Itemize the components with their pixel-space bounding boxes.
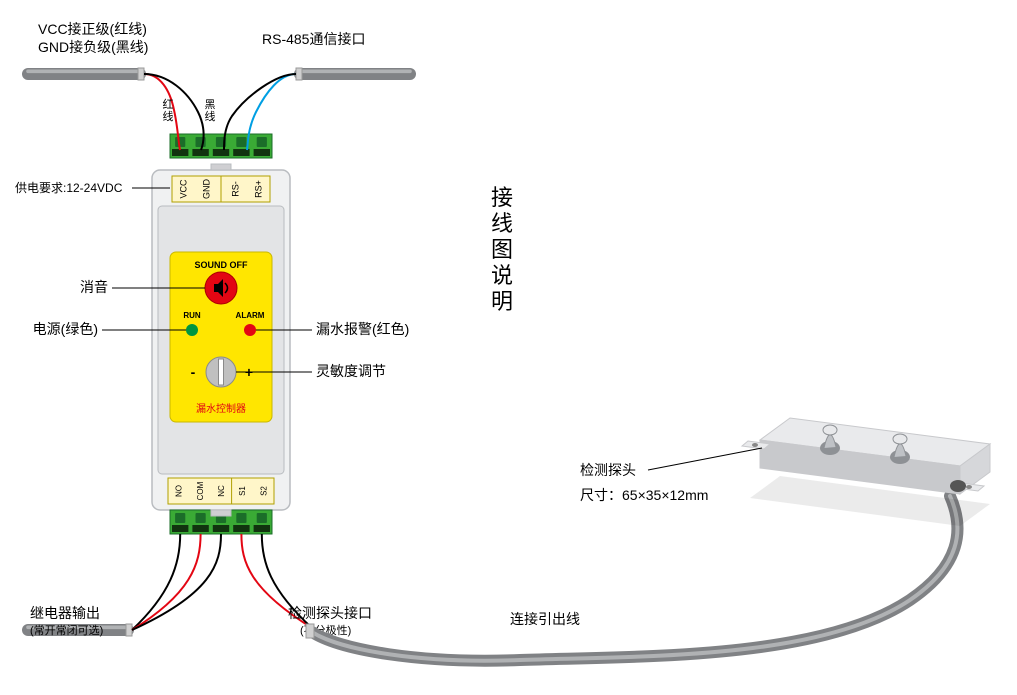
pin-bot-NO: NO bbox=[175, 485, 184, 497]
pin-bot-NC: NC bbox=[217, 485, 226, 497]
pin-top-RS-: RS- bbox=[231, 181, 241, 197]
pin-top-RS+: RS+ bbox=[254, 180, 264, 198]
svg-text:线: 线 bbox=[163, 109, 174, 123]
led-alarm bbox=[244, 324, 256, 336]
svg-text:明: 明 bbox=[491, 289, 513, 314]
led-run bbox=[186, 324, 198, 336]
svg-text:ALARM: ALARM bbox=[236, 311, 265, 320]
label-relay: 继电器输出 bbox=[30, 605, 100, 621]
label-device-name: 漏水控制器 bbox=[196, 402, 246, 415]
label-sensitivity: 灵敏度调节 bbox=[316, 363, 386, 379]
svg-text:线: 线 bbox=[491, 211, 513, 236]
probe-head bbox=[742, 418, 990, 526]
label-relay-sub: (常开常闭可选) bbox=[30, 624, 103, 637]
label-mute: 消音 bbox=[80, 279, 108, 295]
label-power-req: 供电要求:12-24VDC bbox=[15, 181, 123, 195]
label-gnd: GND接负级(黑线) bbox=[38, 39, 148, 55]
pin-top-GND: GND bbox=[202, 179, 212, 200]
svg-text:红: 红 bbox=[163, 98, 174, 111]
label-probe-dim: 尺寸：65×35×12mm bbox=[580, 487, 708, 503]
pin-top-VCC: VCC bbox=[179, 179, 189, 199]
probe-cable bbox=[312, 496, 957, 661]
label-probe-port: 检测探头接口 bbox=[288, 605, 372, 621]
pin-bot-S2: S2 bbox=[259, 486, 268, 496]
label-vcc: VCC接正级(红线) bbox=[38, 21, 147, 37]
svg-text:-: - bbox=[191, 364, 196, 380]
svg-text:说: 说 bbox=[491, 263, 513, 288]
svg-text:黑: 黑 bbox=[205, 98, 216, 111]
label-probe-head: 检测探头 bbox=[580, 462, 636, 478]
label-conn-lead: 连接引出线 bbox=[510, 611, 580, 627]
label-run: 电源(绿色) bbox=[33, 321, 98, 337]
label-sound-off-text: SOUND OFF bbox=[195, 260, 249, 270]
label-rs485: RS-485通信接口 bbox=[262, 31, 365, 47]
label-alarm: 漏水报警(红色) bbox=[316, 321, 409, 337]
svg-text:接: 接 bbox=[491, 185, 513, 210]
svg-text:线: 线 bbox=[205, 109, 216, 123]
svg-text:图: 图 bbox=[491, 237, 513, 262]
svg-text:RUN: RUN bbox=[183, 311, 201, 320]
pin-bot-S1: S1 bbox=[238, 486, 247, 496]
pin-bot-COM: COM bbox=[196, 481, 205, 500]
